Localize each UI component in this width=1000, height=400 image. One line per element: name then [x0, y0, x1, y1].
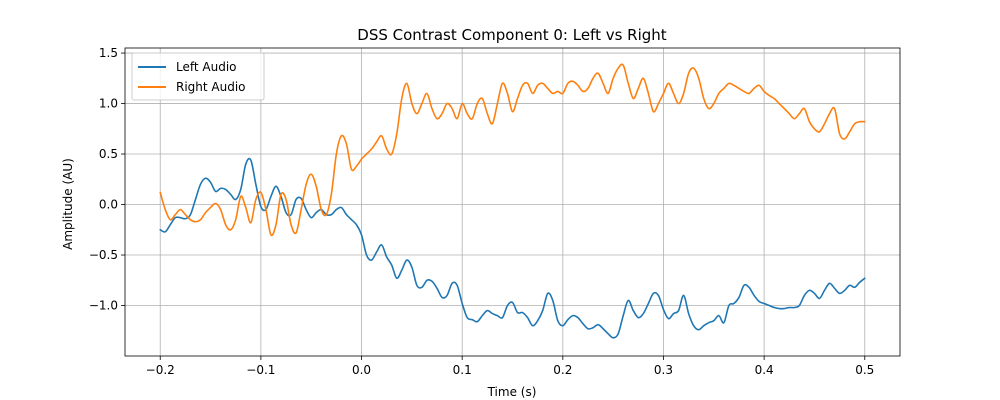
plot-frame	[124, 47, 901, 357]
chart-title: DSS Contrast Component 0: Left vs Right	[357, 26, 667, 44]
y-axis-label: Amplitude (AU)	[61, 158, 75, 250]
x-axis-label: Time (s)	[487, 385, 537, 399]
x-tick-label: 0.2	[553, 363, 572, 377]
legend-box	[131, 52, 265, 101]
series-line-right-audio	[159, 63, 866, 237]
y-tick-label: 0.5	[99, 147, 118, 161]
y-axis-ticks: −1.0 −0.5 0.0 0.5 1.0 1.5	[89, 46, 125, 313]
x-tick-label: −0.2	[146, 363, 175, 377]
y-tick-label: 1.0	[99, 97, 118, 111]
x-axis-ticks: −0.2 −0.1 0.0 0.1 0.2 0.3 0.4 0.5	[146, 356, 874, 377]
x-tick-label: 0.4	[755, 363, 774, 377]
y-tick-label: −1.0	[89, 299, 118, 313]
legend: Left Audio Right Audio	[131, 52, 265, 101]
series-lines	[159, 63, 866, 339]
x-tick-label: −0.1	[246, 363, 275, 377]
y-tick-label: 1.5	[99, 46, 118, 60]
series-line-left-audio	[159, 157, 866, 339]
x-tick-label: 0.1	[453, 363, 472, 377]
y-tick-label: −0.5	[89, 248, 118, 262]
legend-label-left-audio: Left Audio	[176, 60, 237, 74]
y-tick-label: 0.0	[99, 198, 118, 212]
x-tick-label: 0.3	[654, 363, 673, 377]
x-tick-label: 0.0	[352, 363, 371, 377]
legend-label-right-audio: Right Audio	[176, 80, 246, 94]
x-tick-label: 0.5	[855, 363, 874, 377]
